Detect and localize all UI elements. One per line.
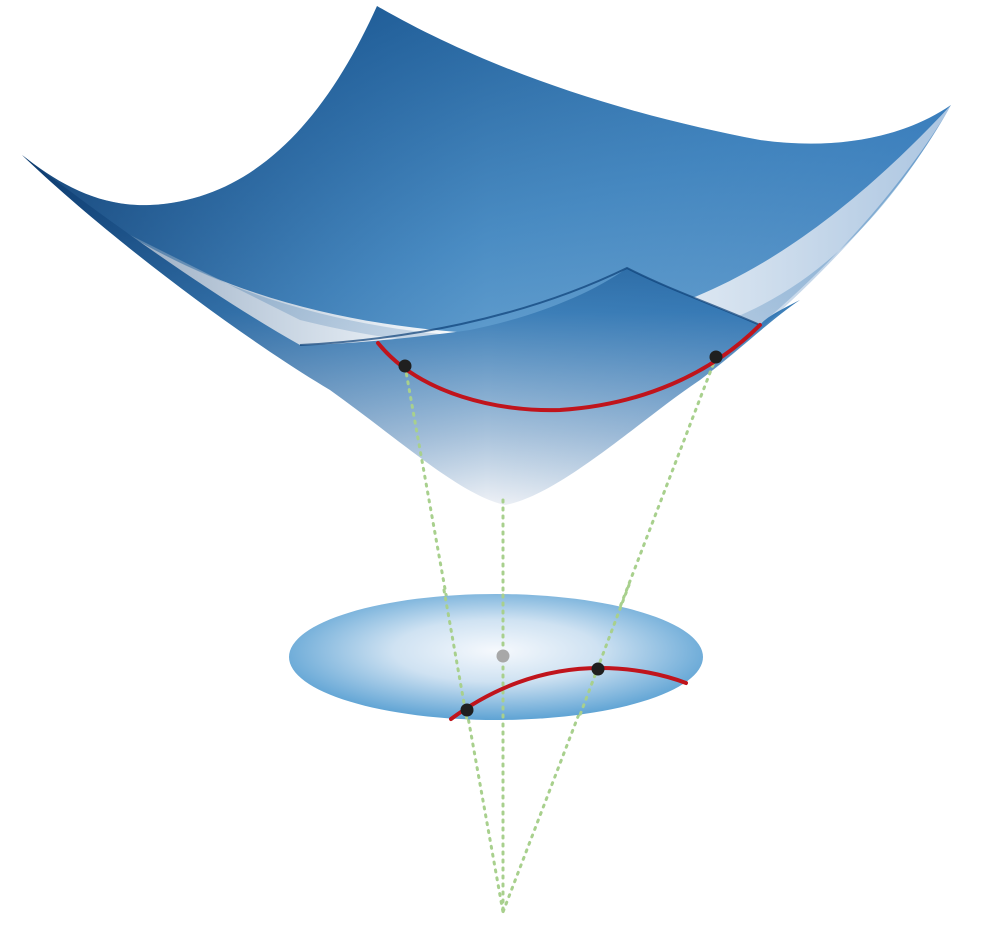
hyperboloid-shading: [22, 6, 951, 505]
poincare-disk: [289, 594, 703, 720]
hyperboloid-point-right: [709, 350, 723, 364]
hyperboloid-fold-edge: [299, 266, 761, 346]
hyperboloid-point-left: [398, 359, 412, 373]
hyperboloid-geodesic: [376, 323, 762, 413]
projection-line-left-segment: [442, 588, 469, 722]
disk-point-right: [591, 662, 605, 676]
projection-line-right-segment: [578, 583, 631, 717]
disk-center-point: [496, 649, 510, 663]
disk-point-left: [460, 703, 474, 717]
